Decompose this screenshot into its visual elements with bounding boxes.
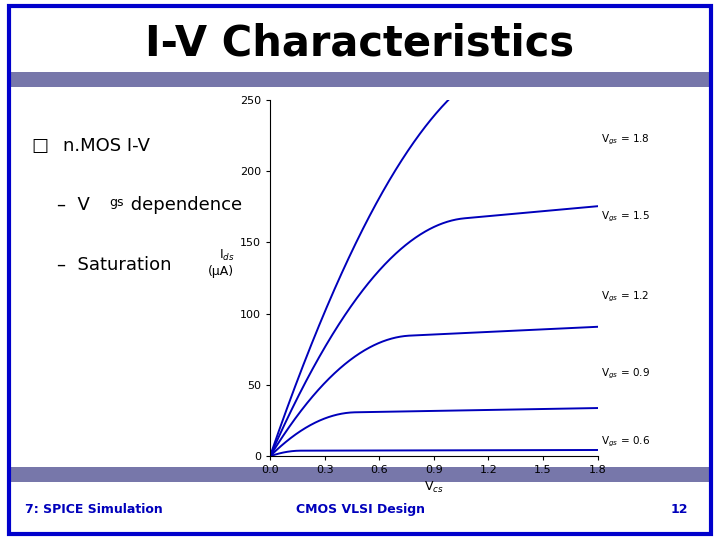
FancyBboxPatch shape <box>11 467 709 482</box>
Y-axis label: I$_{ds}$
(μA): I$_{ds}$ (μA) <box>208 248 234 278</box>
Text: V$_{gs}$ = 1.2: V$_{gs}$ = 1.2 <box>601 289 649 304</box>
Text: V$_{gs}$ = 0.9: V$_{gs}$ = 0.9 <box>601 367 650 381</box>
Text: I-V Characteristics: I-V Characteristics <box>145 22 575 64</box>
FancyBboxPatch shape <box>11 72 709 87</box>
Text: –  Saturation: – Saturation <box>58 256 172 274</box>
Text: 12: 12 <box>671 503 688 516</box>
Text: gs: gs <box>109 196 124 209</box>
X-axis label: V$_{cs}$: V$_{cs}$ <box>424 480 444 495</box>
Text: □: □ <box>32 137 48 154</box>
Text: CMOS VLSI Design: CMOS VLSI Design <box>295 503 425 516</box>
Text: dependence: dependence <box>125 196 242 214</box>
Text: V$_{gs}$ = 1.8: V$_{gs}$ = 1.8 <box>601 133 650 147</box>
Text: n.MOS I-V: n.MOS I-V <box>63 137 150 154</box>
Text: 7: SPICE Simulation: 7: SPICE Simulation <box>24 503 163 516</box>
Text: V$_{gs}$ = 1.5: V$_{gs}$ = 1.5 <box>601 210 650 224</box>
Text: –  V: – V <box>58 196 90 214</box>
Text: V$_{gs}$ = 0.6: V$_{gs}$ = 0.6 <box>601 435 650 449</box>
